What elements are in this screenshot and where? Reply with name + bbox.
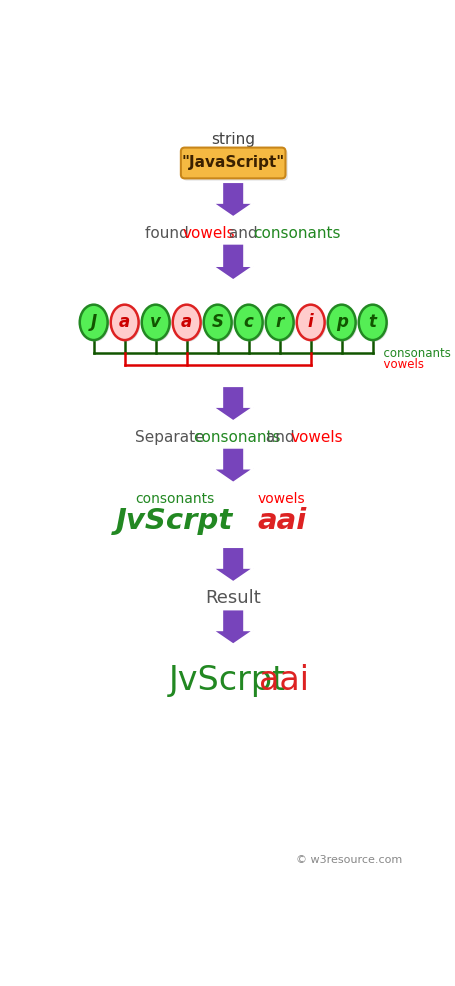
Text: i: i	[308, 314, 313, 331]
Text: and: and	[223, 227, 262, 242]
Text: c: c	[244, 314, 253, 331]
Text: JvScrpt: JvScrpt	[116, 507, 233, 535]
Ellipse shape	[81, 307, 109, 341]
Ellipse shape	[297, 305, 324, 340]
Ellipse shape	[143, 307, 171, 341]
Ellipse shape	[298, 307, 326, 341]
Ellipse shape	[204, 305, 232, 340]
Text: "JavaScript": "JavaScript"	[182, 156, 285, 171]
Ellipse shape	[111, 305, 139, 340]
Text: © w3resource.com: © w3resource.com	[295, 855, 402, 866]
Text: r: r	[276, 314, 284, 331]
Polygon shape	[213, 182, 253, 217]
FancyBboxPatch shape	[181, 148, 285, 178]
Polygon shape	[213, 547, 253, 582]
Polygon shape	[213, 609, 253, 644]
Ellipse shape	[236, 307, 264, 341]
Text: vowels: vowels	[290, 430, 343, 445]
Text: vowels: vowels	[258, 492, 305, 507]
Ellipse shape	[329, 307, 357, 341]
Ellipse shape	[267, 307, 295, 341]
Text: p: p	[336, 314, 348, 331]
Text: Separate: Separate	[135, 430, 210, 445]
Text: consonants: consonants	[376, 347, 450, 360]
Ellipse shape	[173, 305, 201, 340]
Text: and: and	[261, 430, 299, 445]
Ellipse shape	[174, 307, 202, 341]
Ellipse shape	[205, 307, 233, 341]
Ellipse shape	[80, 305, 108, 340]
Text: v: v	[150, 314, 161, 331]
Text: found: found	[145, 227, 194, 242]
Text: t: t	[369, 314, 377, 331]
Text: JvScrpt: JvScrpt	[168, 664, 286, 697]
Ellipse shape	[142, 305, 170, 340]
Ellipse shape	[266, 305, 293, 340]
Text: aai: aai	[257, 507, 306, 535]
Text: consonants: consonants	[135, 492, 214, 507]
Text: vowels: vowels	[183, 227, 235, 242]
Ellipse shape	[328, 305, 356, 340]
Text: consonants: consonants	[193, 430, 280, 445]
Text: a: a	[119, 314, 130, 331]
Text: string: string	[211, 132, 255, 147]
Text: J: J	[91, 314, 97, 331]
Text: S: S	[212, 314, 224, 331]
Polygon shape	[213, 387, 253, 421]
FancyBboxPatch shape	[183, 150, 288, 180]
Ellipse shape	[359, 305, 387, 340]
Text: consonants: consonants	[253, 227, 341, 242]
Text: vowels: vowels	[376, 358, 424, 371]
Polygon shape	[213, 448, 253, 482]
Ellipse shape	[360, 307, 388, 341]
Text: a: a	[181, 314, 192, 331]
Text: aai: aai	[259, 664, 309, 697]
Polygon shape	[213, 244, 253, 280]
Ellipse shape	[235, 305, 263, 340]
Text: Result: Result	[205, 589, 261, 607]
Ellipse shape	[112, 307, 140, 341]
